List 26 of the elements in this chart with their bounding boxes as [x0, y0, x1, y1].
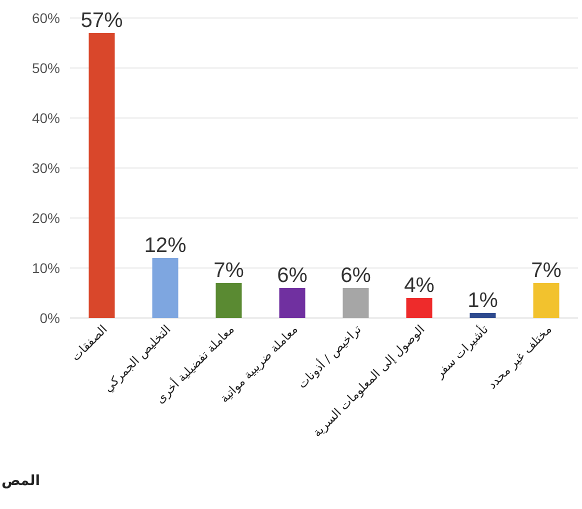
data-label: 57% [80, 9, 123, 32]
bar [152, 258, 178, 318]
data-label: 4% [404, 274, 434, 297]
y-tick-label: 0% [40, 310, 60, 326]
y-tick-label: 50% [32, 60, 60, 76]
data-label: 7% [214, 259, 244, 282]
data-label: 12% [144, 234, 186, 257]
bar [216, 283, 242, 318]
bar [88, 33, 115, 318]
bar [406, 298, 432, 318]
bar [342, 288, 369, 318]
bar [279, 288, 306, 318]
data-label: 6% [277, 264, 308, 287]
y-tick-label: 20% [32, 210, 60, 226]
y-tick-label: 30% [32, 160, 60, 176]
y-tick-label: 10% [32, 260, 60, 276]
x-tick-label: تأشيرات سفر [430, 320, 491, 382]
data-label: 1% [468, 289, 498, 312]
bar [470, 313, 496, 318]
bar [533, 283, 560, 318]
data-label: 7% [531, 259, 562, 282]
data-label: 6% [340, 264, 371, 287]
x-tick-label: الصفقات [68, 322, 110, 364]
text: المص [1, 473, 40, 489]
y-tick-label: 60% [32, 10, 60, 26]
y-tick-label: 40% [32, 110, 60, 126]
